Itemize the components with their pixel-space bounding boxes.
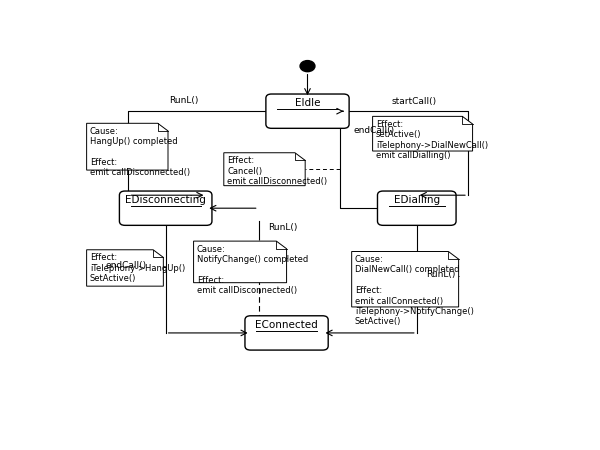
- Text: Effect:
iTelephony->HangUp()
SetActive(): Effect: iTelephony->HangUp() SetActive(): [90, 253, 185, 283]
- Text: EDialling: EDialling: [394, 195, 440, 205]
- Text: endCall(): endCall(): [354, 126, 395, 135]
- Text: Effect:
setActive()
iTelephony->DialNewCall()
emit callDialling(): Effect: setActive() iTelephony->DialNewC…: [376, 120, 488, 160]
- Text: startCall(): startCall(): [392, 97, 437, 106]
- Text: EConnected: EConnected: [255, 320, 318, 330]
- Text: EIdle: EIdle: [295, 99, 320, 108]
- Circle shape: [300, 61, 315, 72]
- FancyBboxPatch shape: [119, 191, 212, 225]
- Text: RunL(): RunL(): [268, 223, 298, 232]
- Text: endCall(): endCall(): [106, 261, 147, 270]
- Polygon shape: [86, 250, 163, 286]
- FancyBboxPatch shape: [377, 191, 456, 225]
- Polygon shape: [352, 252, 458, 307]
- Text: Cause:
NotifyChange() completed

Effect:
emit callDisconnected(): Cause: NotifyChange() completed Effect: …: [197, 245, 308, 295]
- FancyBboxPatch shape: [266, 94, 349, 128]
- Polygon shape: [224, 153, 305, 186]
- Text: EDisconnecting: EDisconnecting: [125, 195, 206, 205]
- Text: Cause:
DialNewCall() completed

Effect:
emit callConnected()
iTelephony->NotifyC: Cause: DialNewCall() completed Effect: e…: [355, 255, 474, 326]
- Text: Cause:
HangUp() completed

Effect:
emit callDisconnected(): Cause: HangUp() completed Effect: emit c…: [90, 127, 190, 177]
- Text: RunL(): RunL(): [170, 96, 199, 105]
- Text: RunL(): RunL(): [426, 270, 455, 279]
- Polygon shape: [373, 117, 473, 151]
- Polygon shape: [86, 123, 168, 170]
- Text: Effect:
Cancel()
emit callDisconnected(): Effect: Cancel() emit callDisconnected(): [227, 156, 327, 186]
- FancyBboxPatch shape: [245, 316, 328, 350]
- Polygon shape: [194, 241, 287, 283]
